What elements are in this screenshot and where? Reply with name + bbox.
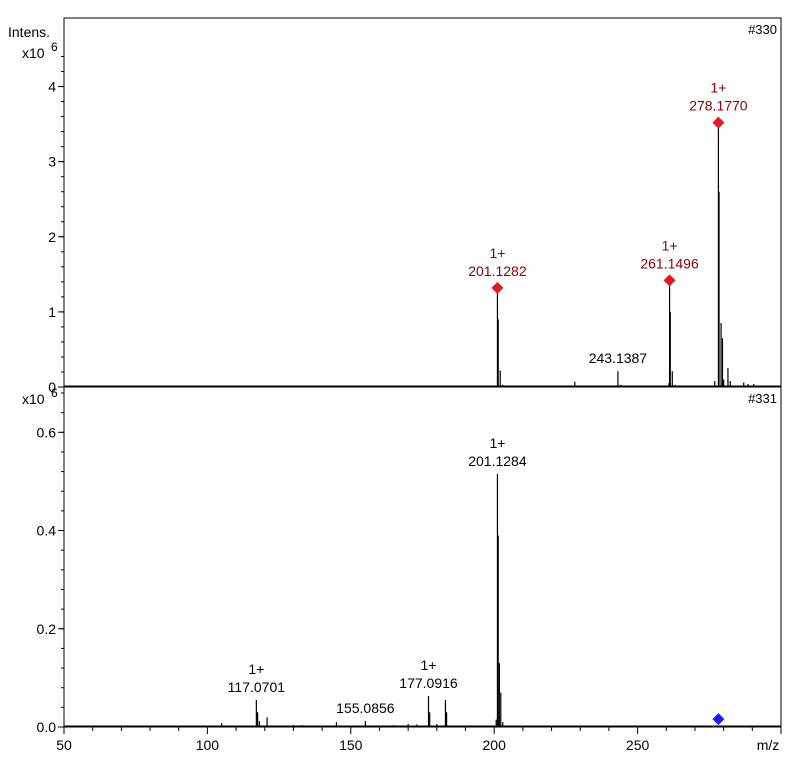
peak-mz-label: 201.1284 xyxy=(468,453,527,469)
y-tick-label: 0.4 xyxy=(37,523,57,539)
y-tick-label: 4 xyxy=(48,79,56,95)
y-tick-label: 0.6 xyxy=(37,424,57,440)
peak-mz-label: 155.0856 xyxy=(336,700,395,716)
y-multiplier-exponent: 6 xyxy=(51,40,58,54)
y-multiplier: x10 6 xyxy=(22,40,58,61)
x-axis-label: m/z xyxy=(757,737,780,753)
peak-charge-label: 1+ xyxy=(248,661,264,677)
peak-mz-label: 177.0916 xyxy=(399,675,458,691)
peak-charge-label: 1+ xyxy=(421,657,437,673)
y-multiplier-exponent: 6 xyxy=(51,386,58,400)
x-tick-label: 50 xyxy=(56,737,72,753)
x-tick-label: 200 xyxy=(483,737,507,753)
y-multiplier-base: x10 xyxy=(22,45,45,61)
peak-mz-label: 201.1282 xyxy=(468,263,527,279)
peak-charge-label: 1+ xyxy=(710,80,726,96)
peak-mz-label: 261.1496 xyxy=(640,255,699,271)
peak-annotation: 201.1284 1+ xyxy=(468,435,527,469)
y-tick-label: 3 xyxy=(48,154,56,170)
y-tick-label: 0.2 xyxy=(37,621,57,637)
y-multiplier: x10 6 xyxy=(22,386,58,407)
peak-charge-label: 1+ xyxy=(662,237,678,253)
peak-annotation: 243.1387 xyxy=(589,350,648,366)
x-tick-label: 150 xyxy=(339,737,363,753)
peak-charge-label: 1+ xyxy=(489,245,505,261)
peak-annotation: 278.1770 1+ xyxy=(689,80,748,129)
precursor-diamond-marker xyxy=(663,274,676,287)
x-tick-label: 100 xyxy=(196,737,220,753)
y-tick-label: 0 xyxy=(48,379,56,395)
peak-mz-label: 243.1387 xyxy=(589,350,648,366)
panel-frame xyxy=(63,386,782,728)
precursor-diamond-marker xyxy=(712,116,725,129)
peak-mz-label: 117.0701 xyxy=(228,679,286,695)
y-tick-label: 2 xyxy=(48,229,56,245)
y-axis-label: Intens. xyxy=(8,24,50,40)
peak-annotation: 155.0856 xyxy=(336,700,395,716)
peak-annotation: 261.1496 1+ xyxy=(640,237,699,287)
peak-annotation: 117.0701 1+ xyxy=(228,661,286,695)
spectrum-panel-2: 0.0 0.2 0.4 0.6 x10 6 #331 50 100 150 200 250 m/z 201… xyxy=(22,386,782,753)
x-tick-label: 250 xyxy=(626,737,650,753)
y-tick-label: 0.0 xyxy=(37,719,57,735)
panel-scan-id: #331 xyxy=(748,391,777,406)
y-multiplier-base: x10 xyxy=(22,391,45,407)
peak-annotation: 177.0916 1+ xyxy=(399,657,458,691)
peak-charge-label: 1+ xyxy=(489,435,505,451)
peak-mz-label: 278.1770 xyxy=(689,98,748,114)
y-tick-label: 1 xyxy=(48,304,56,320)
precursor-diamond-marker xyxy=(491,281,504,294)
precursor-position-diamond xyxy=(712,713,725,726)
panel-scan-id: #330 xyxy=(748,22,777,37)
peak-annotation: 201.1282 1+ xyxy=(468,245,527,294)
